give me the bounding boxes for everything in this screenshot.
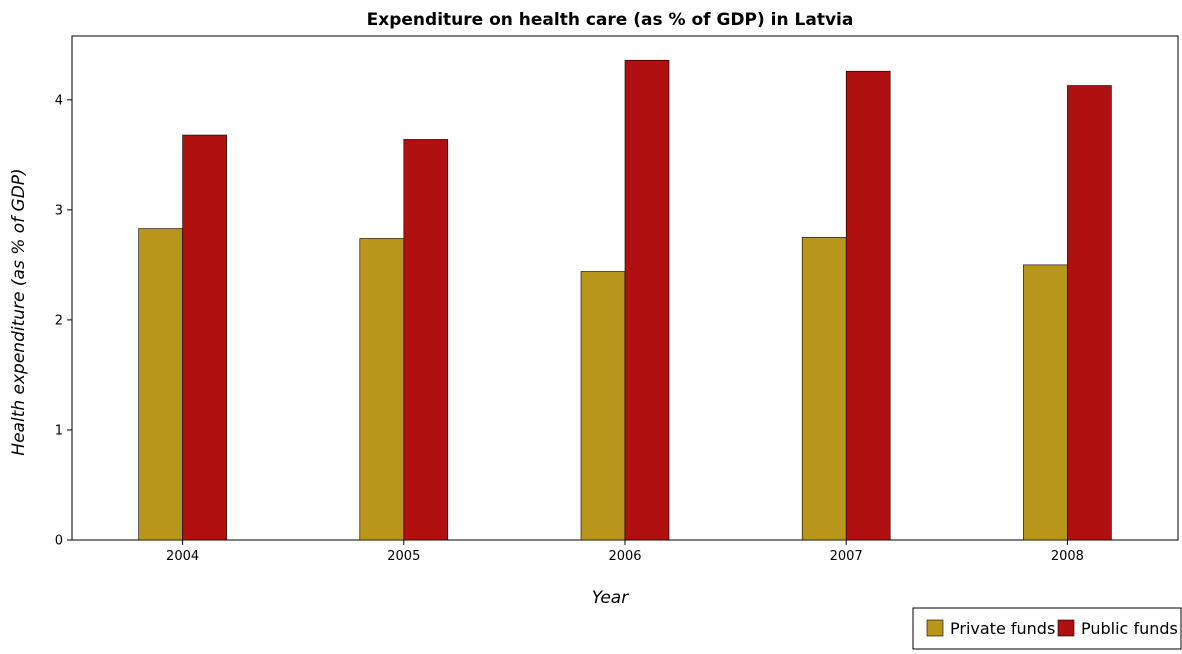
x-tick-label: 2007 xyxy=(830,549,863,564)
legend-frame xyxy=(912,607,1182,650)
legend-label-public-funds: Public funds xyxy=(1081,619,1178,638)
bar-public-funds-2004 xyxy=(182,134,227,541)
bar-private-funds-2006 xyxy=(580,271,626,541)
bars-layer xyxy=(138,59,1112,541)
y-axis-label: Health expenditure (as % of GDP) xyxy=(9,168,29,455)
bar-public-funds-2007 xyxy=(845,70,891,541)
y-tick-label: 1 xyxy=(55,423,63,438)
bar-public-funds-2006 xyxy=(624,59,670,541)
y-tick-label: 2 xyxy=(55,313,63,328)
bar-private-funds-2005 xyxy=(359,238,405,541)
x-axis-label: Year xyxy=(592,588,629,608)
y-tick-label: 4 xyxy=(55,93,63,108)
legend-swatch-public-funds xyxy=(1057,619,1075,637)
x-ticks-layer: 2004 2005 2006 2007 2008 xyxy=(166,540,1084,564)
bar-private-funds-2007 xyxy=(801,237,847,541)
legend-swatch-private-funds xyxy=(926,619,944,637)
y-ticks-layer: 0 1 2 3 4 xyxy=(55,93,72,549)
y-tick-label: 3 xyxy=(55,203,63,218)
y-tick-label: 0 xyxy=(55,534,63,549)
x-tick-label: 2005 xyxy=(387,549,420,564)
legend-label-private-funds: Private funds xyxy=(950,619,1055,638)
bar-public-funds-2008 xyxy=(1067,85,1112,541)
legend: Private funds Public funds xyxy=(912,607,1182,650)
bar-public-funds-2005 xyxy=(403,139,449,541)
chart-title: Expenditure on health care (as % of GDP)… xyxy=(367,10,854,30)
bar-private-funds-2004 xyxy=(138,228,183,541)
x-tick-label: 2008 xyxy=(1051,549,1084,564)
x-tick-label: 2004 xyxy=(166,549,199,564)
x-tick-label: 2006 xyxy=(608,549,641,564)
bar-private-funds-2008 xyxy=(1023,264,1068,541)
